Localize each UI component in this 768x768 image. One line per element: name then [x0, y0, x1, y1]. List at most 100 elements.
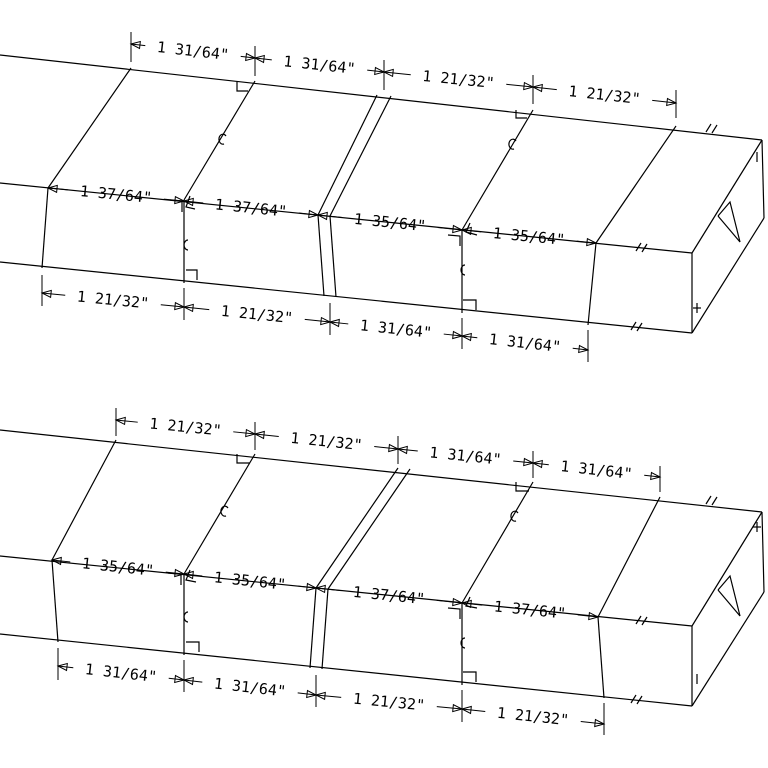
dimension-line	[572, 347, 589, 351]
dimension: 1 31/64"	[56, 660, 186, 686]
dimension-arrow	[452, 703, 464, 713]
dimension: 1 35/64"	[50, 554, 186, 580]
dimension-label: 1 21/32"	[352, 690, 426, 715]
dimension-line	[397, 448, 418, 452]
dimension-label: 1 35/64"	[213, 568, 287, 594]
dimension: 1 21/32"	[314, 690, 464, 715]
dimension-arrow	[182, 676, 194, 686]
dimension: 1 21/32"	[182, 302, 332, 327]
dimension-arrow	[174, 568, 186, 578]
dimension-label: 1 21/32"	[76, 287, 150, 312]
dimension-arrow	[523, 81, 535, 91]
dimension-arrow	[452, 597, 464, 607]
dimension-label: 1 21/32"	[568, 82, 642, 108]
bottom-assembly	[0, 408, 765, 735]
dimension-line	[577, 614, 599, 618]
dimension-line	[130, 43, 146, 47]
dimension-arrow	[666, 97, 678, 107]
top-extension-lines	[41, 32, 677, 362]
dimension-arrow	[50, 556, 62, 566]
dimension-label: 1 31/64"	[488, 330, 562, 356]
dimension-line	[298, 212, 319, 216]
dimension-line	[317, 214, 343, 219]
dimension-label: 1 35/64"	[81, 554, 155, 580]
dimension-line	[374, 446, 399, 450]
dimension-line	[532, 86, 557, 91]
dimension-arrow	[182, 303, 194, 313]
dimension: 1 31/64"	[328, 316, 464, 342]
dimension-line	[513, 460, 534, 464]
dimension-arrow	[320, 316, 332, 326]
dimension-label: 1 35/64"	[492, 224, 566, 249]
dimension-arrow	[578, 344, 590, 354]
dimension-line	[163, 198, 185, 202]
dimension: 1 35/64"	[316, 210, 464, 235]
dimension-line	[160, 304, 185, 308]
dimension: 1 37/64"	[182, 195, 320, 221]
dimension-label: 1 21/32"	[149, 414, 223, 439]
dimension-line	[437, 226, 463, 231]
dimension-arrow	[452, 330, 464, 340]
dimension-label: 1 31/64"	[213, 674, 287, 700]
dimension-label: 1 21/32"	[496, 704, 570, 729]
top-section-seams	[41, 67, 677, 326]
dimension-arrow	[129, 40, 141, 50]
dimension-line	[532, 462, 549, 466]
dimension-label: 1 35/64"	[353, 210, 427, 235]
dimension-line	[115, 419, 138, 423]
dimension-line	[652, 99, 677, 104]
top-assembly	[0, 32, 765, 362]
dimension: 1 21/32"	[460, 704, 606, 729]
dimension-arrow	[650, 471, 662, 481]
dimension-arrow	[594, 718, 606, 728]
dimension-arrow	[374, 66, 386, 76]
dimension-arrow	[174, 195, 186, 205]
dimension-arrow	[523, 457, 535, 467]
dimension-line	[576, 240, 597, 244]
dimension-arrow	[56, 662, 68, 672]
bottom-box-outline	[0, 429, 765, 707]
dimension-arrow	[306, 582, 318, 592]
dimension-line	[644, 474, 661, 478]
dimension-arrow	[460, 332, 472, 342]
dimension-arrow	[40, 289, 52, 299]
dimension-label: 1 37/64"	[493, 597, 567, 622]
dimension-arrow	[460, 226, 472, 236]
dimension-arrow	[182, 197, 194, 207]
dimension-line	[461, 229, 482, 233]
dimension-arrow	[460, 705, 472, 715]
dimension-line	[57, 665, 74, 669]
dimension-line	[436, 706, 463, 710]
dimension-line	[304, 318, 331, 323]
dimension-label: 1 31/64"	[429, 443, 503, 468]
dimension-line	[41, 292, 66, 296]
dimension-line	[47, 187, 69, 191]
dimension-arrow	[245, 428, 257, 438]
dimension-arrow	[316, 211, 328, 221]
dimension: 1 35/64"	[182, 568, 318, 594]
dimension-arrow	[174, 674, 186, 684]
dimension: 1 31/64"	[531, 457, 662, 483]
dimension-arrow	[245, 52, 257, 62]
bottom-clip-marks	[167, 454, 761, 684]
dimension: 1 31/64"	[396, 443, 535, 469]
dimension-arrow	[531, 459, 543, 469]
dimension-label: 1 21/32"	[422, 67, 496, 92]
dimension-arrow	[182, 570, 194, 580]
dimension-arrow	[452, 224, 464, 234]
dimension-line	[168, 677, 185, 681]
dimension-arrow	[586, 237, 598, 247]
dimension-line	[233, 431, 256, 435]
dimension-line	[580, 721, 605, 725]
dimension-arrow	[46, 184, 58, 194]
dimension-line	[461, 602, 483, 606]
dimension-line	[461, 708, 486, 712]
dimension: 1 35/64"	[460, 224, 598, 249]
dimension: 1 31/64"	[182, 674, 318, 701]
dimension-line	[315, 694, 342, 698]
dimension-label: 1 21/32"	[290, 429, 364, 454]
dimension-arrow	[588, 611, 600, 621]
dimension: 1 21/32"	[531, 82, 678, 108]
top-box-outline	[0, 54, 765, 334]
